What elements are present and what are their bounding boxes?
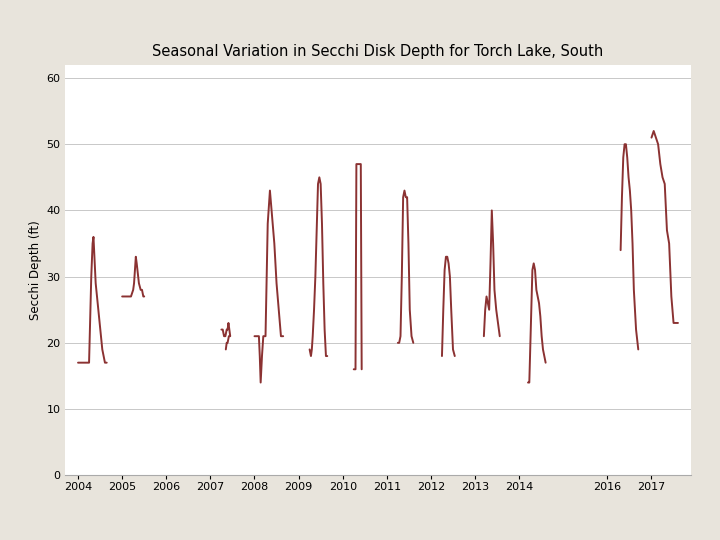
Y-axis label: Secchi Depth (ft): Secchi Depth (ft) [30, 220, 42, 320]
Title: Seasonal Variation in Secchi Disk Depth for Torch Lake, South: Seasonal Variation in Secchi Disk Depth … [153, 44, 603, 59]
